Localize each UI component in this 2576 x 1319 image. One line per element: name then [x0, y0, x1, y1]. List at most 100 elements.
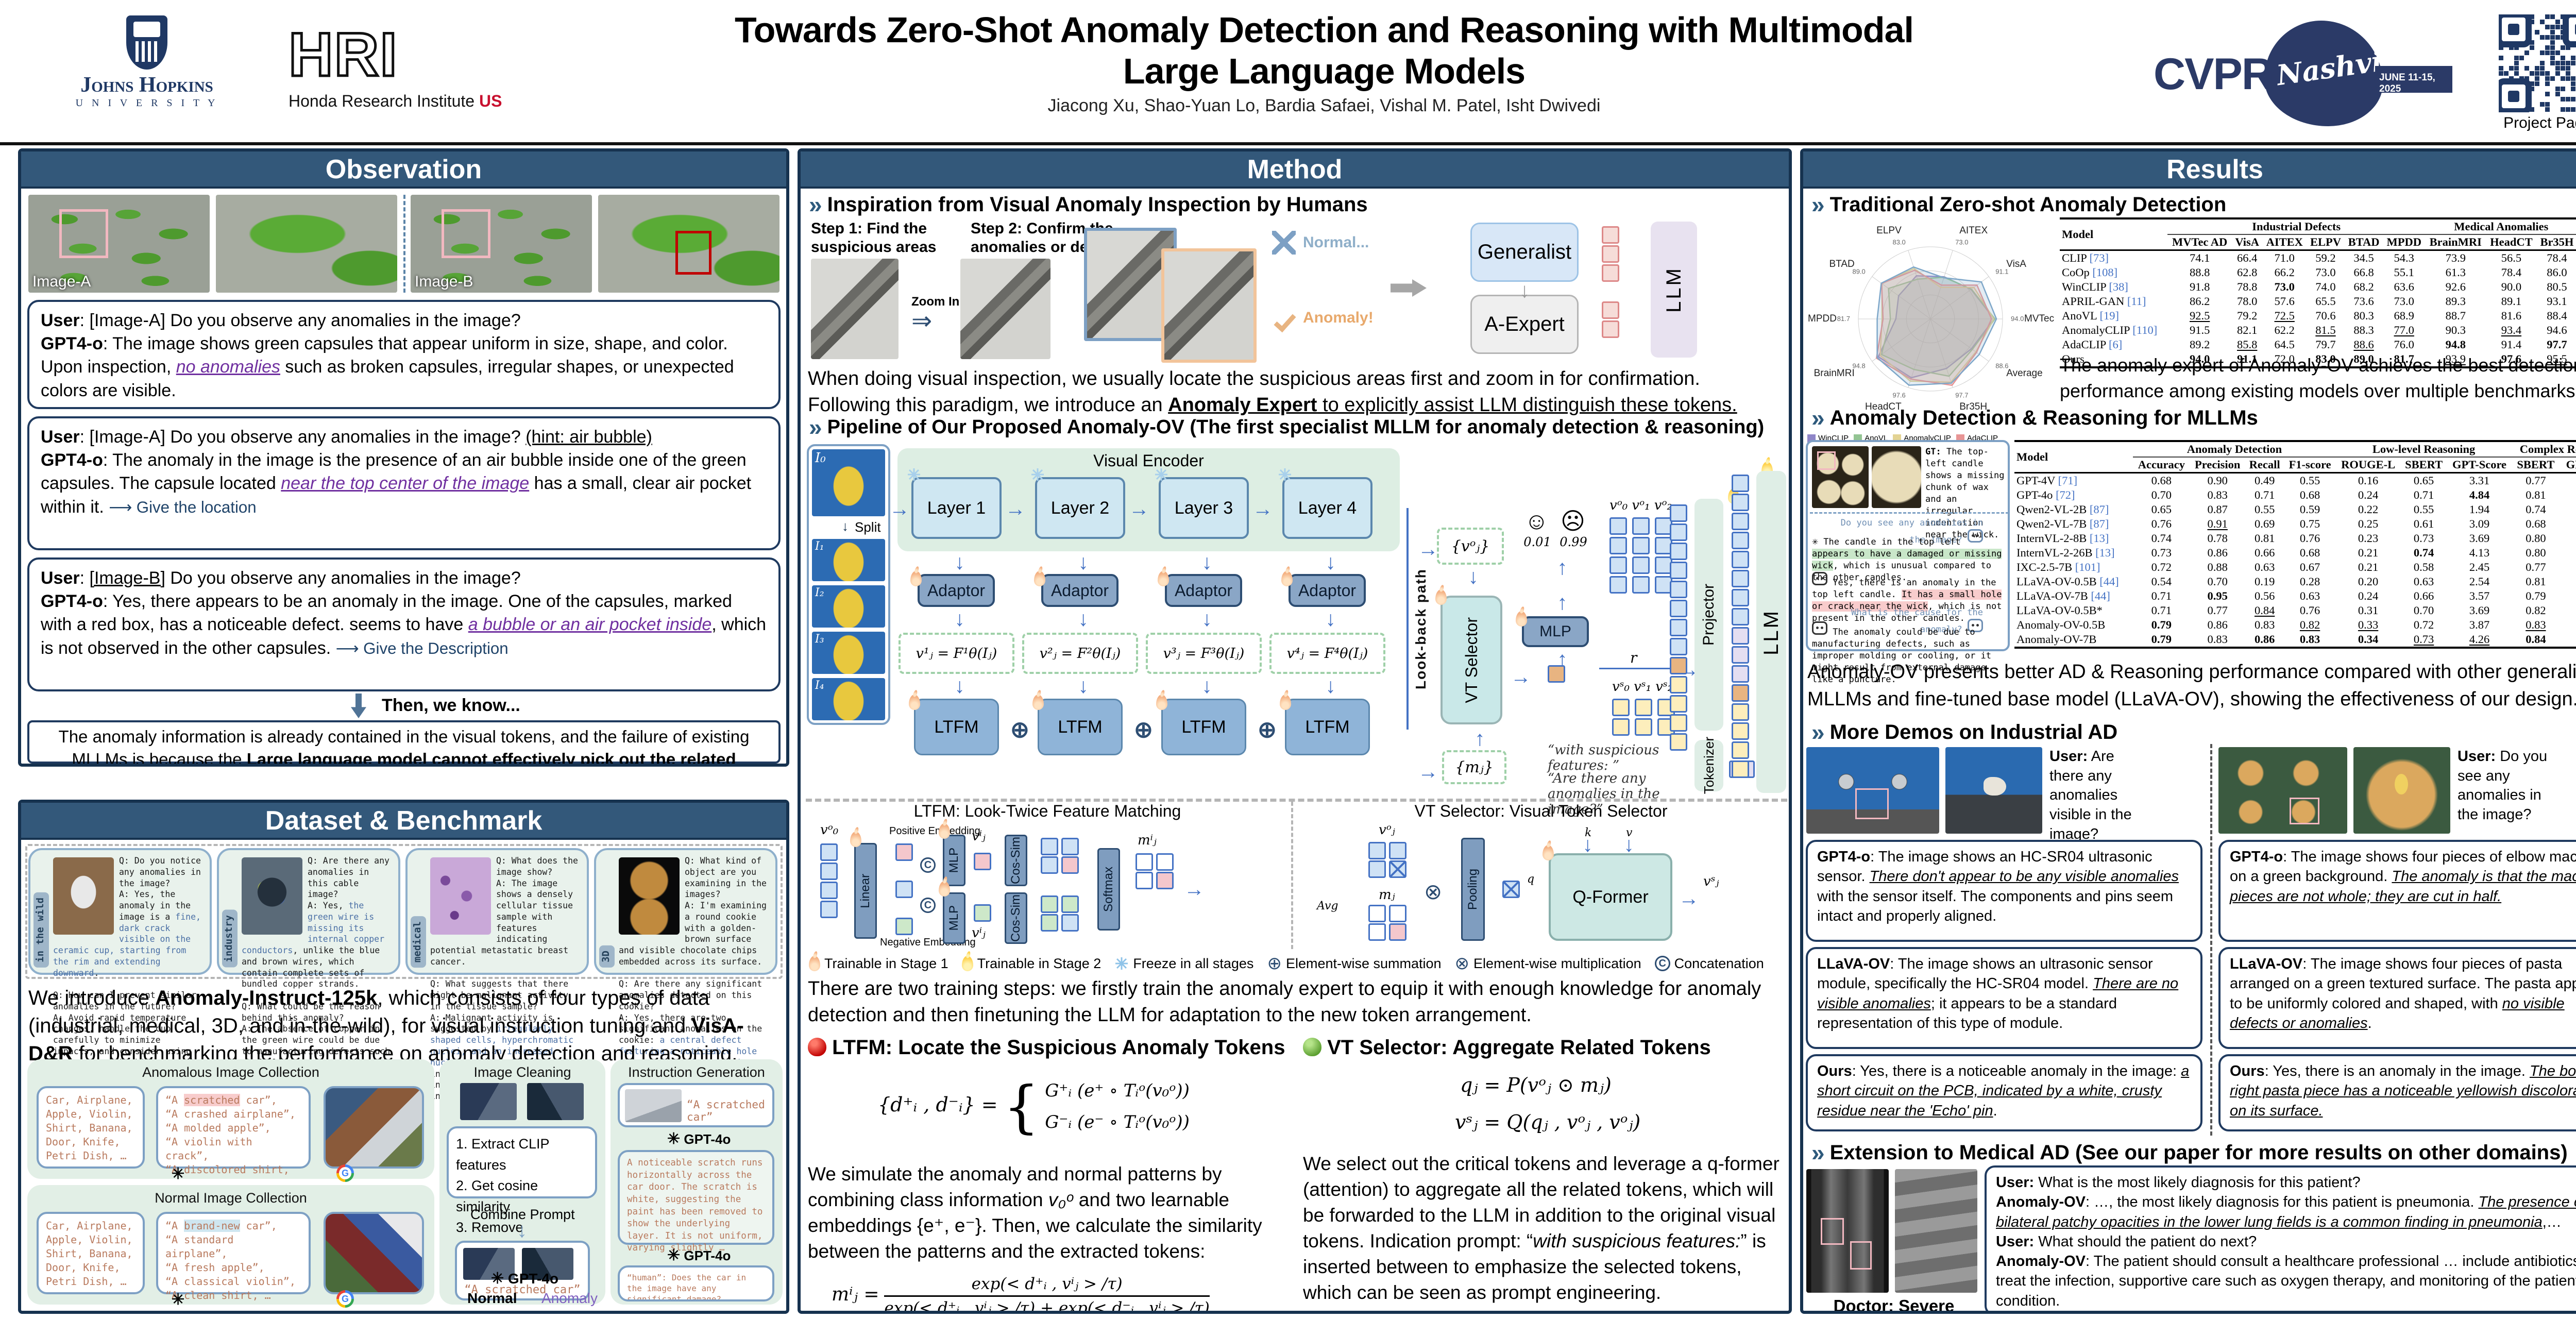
ltfm-block-2: LTFM — [1038, 699, 1123, 755]
combined-box: “A scratched car” — [455, 1241, 590, 1300]
demo1-llava: LLaVA-OV: The image shows an ultrasonic … — [1806, 947, 2202, 1049]
dataset-card-image — [430, 857, 491, 935]
method-panel: Method » Inspiration from Visual Anomaly … — [798, 148, 1792, 1314]
tokenizer-panel: Tokenizer — [1694, 737, 1723, 794]
then-arrow — [351, 694, 366, 718]
medical-dialog-turn: User: What should the patient do next? — [1996, 1233, 2257, 1250]
anomalous-prompts: “A scratched car”, “A crashed airplane”, “… — [156, 1086, 311, 1190]
encoder-layer-1: Layer 1 — [911, 477, 1002, 539]
candle-a3: The anomaly could be due to manufacturin… — [1812, 621, 2003, 686]
observation-dialog-1: User: [Image-A] Do you observe any anoma… — [27, 300, 781, 409]
mlp-box-2: MLP — [943, 892, 965, 944]
cossim-box-2: Cos-Sim — [1005, 892, 1027, 944]
svg-text:Average: Average — [2006, 368, 2042, 379]
pipeline-figure: I₀ ↓ Split I₁ I₂ I₃ I₄ Visual Encoder Layer 1 → La… — [806, 441, 1787, 817]
demo1-gpt: GPT4-o: The image shows an HC-SR04 ultra… — [1806, 840, 2202, 942]
adaptor-formula-1: v¹ⱼ = F¹θ(Iⱼ) — [899, 633, 1014, 674]
screw-image-2 — [960, 259, 1050, 359]
hri-glyph: HRI — [287, 20, 399, 90]
capsules-zoom-b — [598, 195, 779, 293]
ltfm-block-1: LTFM — [914, 699, 999, 755]
legend-item: Trainable in Stage 1 — [809, 956, 948, 972]
svg-text:AITEX: AITEX — [1959, 225, 1988, 236]
instr-qa: “human”: Does the car in the image have … — [618, 1265, 774, 1301]
dataset-card-image — [619, 857, 680, 935]
car-image-1 — [460, 1083, 517, 1120]
projector-panel: Projector — [1694, 499, 1723, 731]
hri-logo: HRI Honda Research Institute US — [287, 20, 546, 111]
normal-label: Normal... — [1303, 234, 1369, 251]
adaptor-2: Adaptor — [1041, 574, 1118, 607]
demo1-user: User: Are there any anomalies visible in… — [2049, 748, 2132, 842]
inspiration-llm-box: LLM — [1651, 222, 1697, 358]
vt-sec-para: We select out the critical tokens and le… — [1303, 1153, 1780, 1303]
mlp-box-1: MLP — [943, 835, 965, 886]
svg-text:Br35H: Br35H — [1959, 401, 1987, 412]
demo2-gpt: GPT4-o: The image shows four pieces of e… — [2218, 840, 2576, 942]
anomalous-collection-box: Anomalous Image Collection Car, Airplane… — [27, 1059, 434, 1190]
gpt-icon: ✳ — [172, 1291, 185, 1308]
qformer-box: Q-Former — [1549, 853, 1672, 941]
svg-text:88.6: 88.6 — [1995, 362, 2008, 370]
authors: Jiacong Xu, Shao-Yuan Lo, Bardia Safaei,… — [1047, 96, 1601, 115]
demo2-llava: LLaVA-OV: The image shows four pieces of… — [2218, 947, 2576, 1049]
flow-arrow — [1391, 279, 1427, 297]
candle-q1: Do you see any anomalies in the image? — [1840, 518, 1983, 545]
ltfm-sec-heading: LTFM: Locate the Suspicious Anomaly Toke… — [808, 1036, 1285, 1059]
encoder-layer-4: Layer 4 — [1282, 477, 1372, 539]
encoder-layer-2: Layer 2 — [1035, 477, 1125, 539]
dataset-header: Dataset & Benchmark — [21, 803, 786, 840]
legend-item: C Concatenation — [1654, 956, 1764, 972]
method-para2: There are two training steps: we firstly… — [808, 978, 1761, 1026]
sensor-image — [1806, 747, 1939, 834]
cleaning-gpt4o: ✳ GPT-4o — [491, 1270, 558, 1287]
banana-crop-3 — [812, 632, 885, 674]
macaroni-zoom-image — [2353, 747, 2450, 834]
stage-legend: Trainable in Stage 1 Trainable in Stage 2… — [809, 953, 1788, 974]
a-expert-box: A-Expert — [1470, 295, 1579, 354]
vt-formula-1: qⱼ = P(vᵒⱼ ⊙ mⱼ) — [1460, 1074, 1612, 1096]
banana-crop-4 — [812, 678, 885, 720]
radar-chart: MVTec 94.0 Average 88.6 Br35H 97.7 HeadCT 97.6 B… — [1804, 218, 2057, 435]
token-stack-pre-projector — [1667, 503, 1690, 752]
qr-code — [2499, 14, 2576, 112]
step1-label: Step 1: Find the suspicious areas — [811, 220, 937, 256]
adaptor-formula-3: v³ⱼ = F³θ(Iⱼ) — [1146, 633, 1262, 674]
anomalous-images — [324, 1086, 424, 1169]
candle-panel: GT: The top-left candle shows a missing … — [1806, 440, 2010, 685]
poster-header: Johns Hopkins U N I V E R S I T Y HRI Ho… — [0, 0, 2576, 145]
capsules-image-a: Image-A — [28, 195, 210, 293]
pooling-box: Pooling — [1461, 838, 1485, 941]
legend-item: ⊗ Element-wise multiplication — [1454, 954, 1641, 973]
zeroshot-table: Model Industrial Defects Medical Anomalies… — [2060, 217, 2576, 368]
svg-text:BTAD: BTAD — [1829, 259, 1854, 269]
vt-detail-panel: VT Selector: Visual Token Selector vᵒⱼ A… — [1296, 802, 1786, 949]
svg-text:81.7: 81.7 — [1837, 315, 1850, 323]
image-cleaning-box: Image Cleaning 1. Extract CLIP features 2… — [439, 1059, 605, 1305]
candle-a2: Yes, there is an anomaly in the top left… — [1812, 572, 2003, 624]
medical-dialog-turn: Anomaly-OV: The patient should consult a… — [1996, 1253, 2576, 1309]
mlp-score-box: MLP — [1522, 616, 1589, 647]
method-sec2-heading: » Pipeline of Our Proposed Anomaly-OV (Th… — [809, 414, 1765, 441]
vt-sec-heading: VT Selector: Aggregate Related Tokens — [1303, 1036, 1711, 1059]
candle-a1: ✳ The candle in the top left appears to … — [1812, 535, 2002, 583]
dataset-cards-frame — [25, 844, 783, 979]
title-line1: Towards Zero-Shot Anomaly Detection and … — [735, 10, 1914, 50]
vs-token-grid — [1612, 699, 1678, 736]
svg-text:VisA: VisA — [2006, 259, 2026, 269]
normal-collection-title: Normal Image Collection — [155, 1190, 307, 1206]
vo-token-set: {vᵒⱼ} — [1437, 528, 1504, 565]
observation-dialog-3: User: [Image-B] Do you observe any anoma… — [27, 557, 781, 691]
method-para1: When doing visual inspection, we usually… — [808, 368, 1737, 416]
candle-gt: GT: The top-left candle shows a missing … — [1925, 447, 2005, 540]
svg-text:91.1: 91.1 — [1995, 267, 2008, 275]
banana-crop-2 — [812, 585, 885, 628]
jhu-name: Johns Hopkins — [80, 73, 213, 97]
ltfm-block-4: LTFM — [1285, 699, 1370, 755]
banana-crop-1 — [812, 539, 885, 581]
x-mark — [1272, 231, 1296, 255]
cvpr-logo: CVPR Nashville JUNE 11-15, 2025 — [2154, 21, 2452, 129]
out-anomaly: Anomaly — [541, 1290, 598, 1306]
class-list-2: Car, Airplane, Apple, Violin, Shirt, Banan… — [37, 1212, 145, 1294]
anomaly-label: Anomaly! — [1303, 309, 1374, 326]
